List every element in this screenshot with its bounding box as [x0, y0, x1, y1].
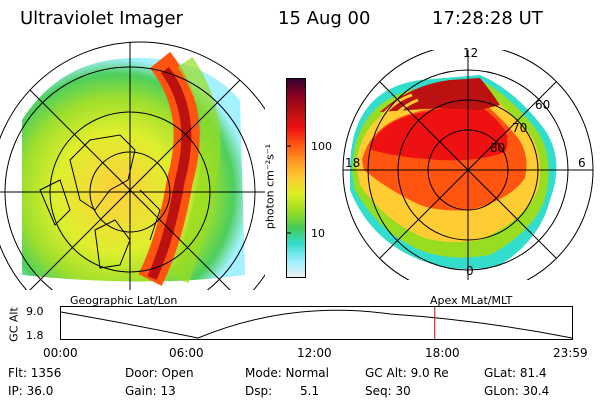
door-info: Door: Open — [125, 366, 194, 380]
mode-info: Mode: Normal — [245, 366, 329, 380]
alt-ytick-top: 9.0 — [26, 305, 44, 318]
geographic-auroral-image — [0, 41, 265, 290]
seq-info: Seq: 30 — [365, 384, 411, 398]
gcalt-info: GC Alt: 9.0 Re — [365, 366, 449, 380]
mlt-label-0: 0 — [466, 264, 474, 278]
mlt-label-6: 6 — [578, 156, 586, 170]
dsp-value: 5.1 — [300, 384, 320, 398]
mlat-label-80: 80 — [490, 141, 506, 155]
mlt-label-18: 18 — [345, 156, 361, 170]
glon-info: GLon: 30.4 — [484, 384, 550, 398]
alt-xtick-0000: 00:00 — [43, 346, 78, 360]
instrument-title: Ultraviolet Imager — [20, 8, 183, 29]
mlat-label-70: 70 — [512, 121, 528, 135]
alt-plot-ylabel: GC Alt — [7, 307, 21, 342]
glat-info: GLat: 81.4 — [484, 366, 547, 380]
colorbar-tick-10: 10 — [311, 227, 325, 240]
date-label: 15 Aug 00 — [278, 8, 371, 29]
time-label: 17:28:28 UT — [432, 8, 543, 29]
ip-info: IP: 36.0 — [8, 384, 54, 398]
mlat-label-60: 60 — [535, 98, 551, 112]
colorbar-label: photon cm⁻²s⁻¹ — [263, 143, 277, 230]
magnetic-polar-plot — [342, 50, 594, 280]
mag-panel-label: Apex MLat/MLT — [430, 294, 513, 307]
mlt-label-12: 12 — [463, 46, 479, 60]
alt-plot-frame — [60, 306, 573, 340]
geo-panel-label: Geographic Lat/Lon — [70, 294, 178, 307]
flt-info: Flt: 1356 — [8, 366, 62, 380]
dsp-label: Dsp: — [245, 384, 273, 398]
alt-xtick-0600: 06:00 — [169, 346, 204, 360]
colorbar-tick-100: 100 — [311, 140, 332, 153]
alt-xtick-1200: 12:00 — [297, 346, 332, 360]
colorbar — [286, 78, 306, 278]
alt-curve — [60, 309, 573, 339]
gain-info: Gain: 13 — [125, 384, 176, 398]
alt-ytick-bottom: 1.8 — [26, 329, 44, 342]
alt-xtick-2359: 23:59 — [553, 346, 588, 360]
alt-xtick-1800: 18:00 — [425, 346, 460, 360]
